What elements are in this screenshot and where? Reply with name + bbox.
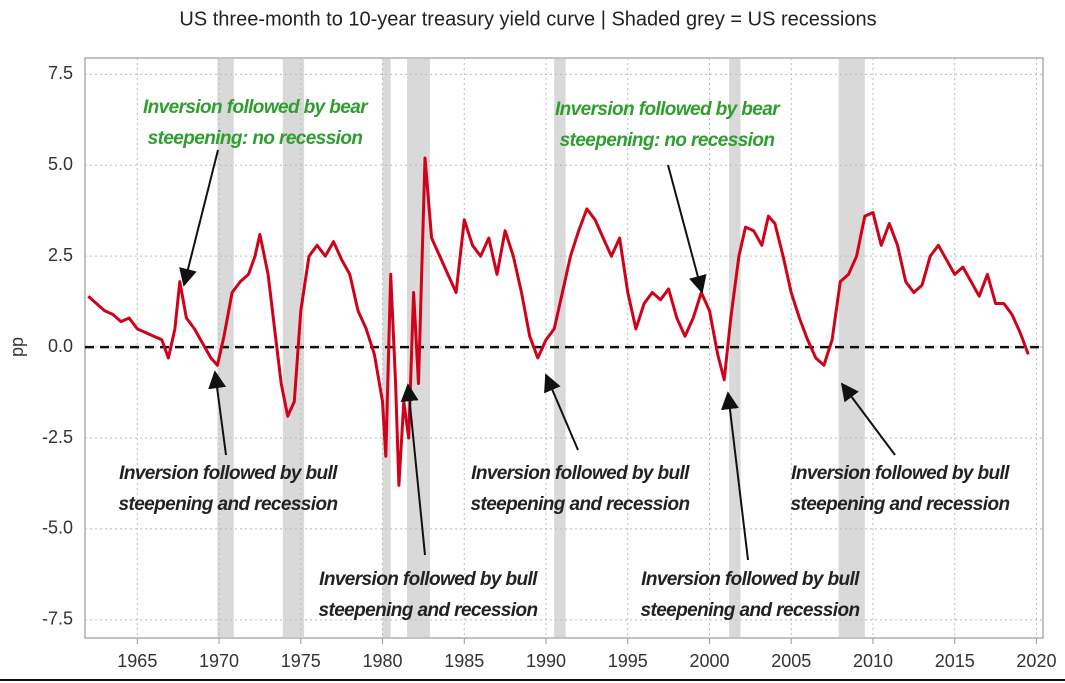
x-tick-label: 1990 (526, 651, 566, 671)
annotation: Inversion followed by bull (319, 569, 538, 590)
y-tick-label: -7.5 (42, 609, 73, 629)
annotation-arrow (208, 370, 227, 456)
x-tick-label: 1975 (281, 651, 321, 671)
annotation: steepening and recession (119, 494, 338, 515)
x-tick-label: 2005 (771, 651, 811, 671)
annotation-arrow (179, 149, 219, 287)
y-tick-label: 2.5 (48, 245, 73, 265)
y-tick-label: 0.0 (48, 336, 73, 356)
annotation: steepening and recession (641, 600, 860, 621)
yield-curve-line (87, 156, 1030, 487)
x-tick-label: 2020 (1016, 651, 1056, 671)
annotation: Inversion followed by bull (119, 463, 338, 484)
x-tick-label: 1965 (117, 651, 157, 671)
x-tick-label: 1980 (363, 651, 403, 671)
recession-band (554, 59, 566, 637)
annotation-arrow (667, 164, 707, 294)
x-tick-label: 1985 (444, 651, 484, 671)
y-tick-label: -2.5 (42, 427, 73, 447)
y-tick-label: 5.0 (48, 154, 73, 174)
x-tick-label: 2015 (935, 651, 975, 671)
annotation: Inversion followed by bull (641, 569, 860, 590)
annotation-arrow (400, 383, 426, 556)
annotation: Inversion followed by bear (555, 99, 781, 120)
x-tick-label: 1995 (608, 651, 648, 671)
chart-title: US three-month to 10-year treasury yield… (179, 8, 876, 30)
annotation: steepening: no recession (560, 130, 775, 151)
annotation-arrow (544, 373, 579, 451)
annotation: steepening and recession (471, 494, 690, 515)
annotation: Inversion followed by bull (471, 463, 690, 484)
x-tick-label: 2010 (853, 651, 893, 671)
y-axis-label: pp (7, 337, 27, 357)
annotation: Inversion followed by bear (143, 97, 369, 118)
annotation: steepening and recession (791, 494, 1010, 515)
y-tick-label: -5.0 (42, 518, 73, 538)
annotation-arrow (720, 391, 749, 561)
annotation: steepening: no recession (148, 128, 363, 149)
annotation: steepening and recession (319, 600, 538, 621)
y-tick-label: 7.5 (48, 63, 73, 83)
annotation: Inversion followed by bull (791, 463, 1010, 484)
annotation-arrow (840, 382, 896, 456)
x-tick-label: 1970 (199, 651, 239, 671)
x-tick-label: 2000 (689, 651, 729, 671)
recession-band (282, 59, 305, 637)
